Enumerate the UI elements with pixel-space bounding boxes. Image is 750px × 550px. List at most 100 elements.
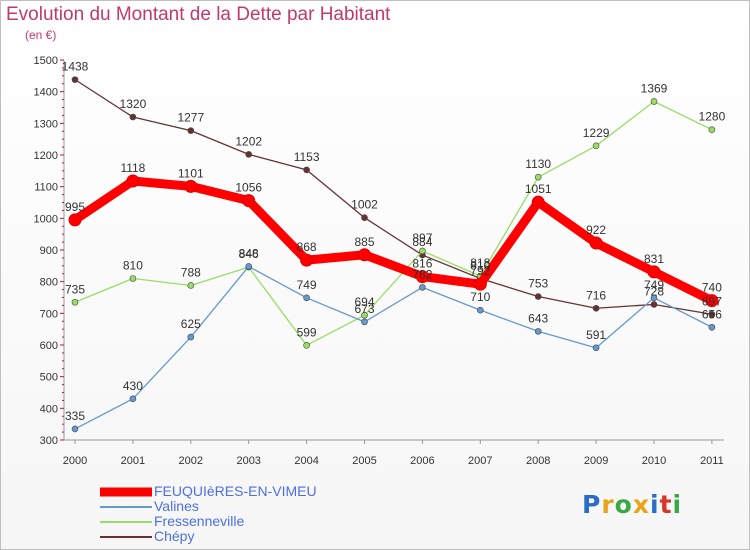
data-label-valines: 625 bbox=[181, 317, 201, 331]
data-point-fressenneville bbox=[187, 282, 195, 289]
data-point-valines bbox=[650, 294, 658, 302]
data-point-chepy bbox=[187, 127, 195, 134]
proxiti-logo: Proxiti bbox=[582, 490, 682, 519]
data-point-feuquieres-en-vimeu bbox=[242, 194, 256, 208]
data-point-feuquieres-en-vimeu bbox=[358, 248, 371, 262]
y-tick-label: 1400 bbox=[34, 87, 58, 99]
data-point-valines bbox=[419, 284, 426, 291]
legend-swatch bbox=[100, 505, 152, 508]
data-label-valines: 430 bbox=[123, 379, 143, 393]
legend-swatch bbox=[100, 535, 152, 538]
legend-label: Valines bbox=[154, 498, 199, 514]
data-label-feuquieres-en-vimeu: 868 bbox=[297, 240, 317, 254]
y-tick-label: 1500 bbox=[34, 55, 58, 67]
data-label-fressenneville: 810 bbox=[123, 259, 143, 273]
legend-item-valines: Valines bbox=[100, 499, 400, 514]
data-label-fressenneville: 694 bbox=[354, 295, 374, 309]
data-label-valines: 749 bbox=[644, 278, 664, 292]
data-label-fressenneville: 897 bbox=[412, 231, 432, 245]
data-point-valines bbox=[71, 425, 79, 433]
data-label-fressenneville: 846 bbox=[239, 247, 259, 261]
legend-swatch bbox=[100, 520, 152, 523]
series-line-fressenneville bbox=[74, 100, 713, 346]
data-label-fressenneville: 1229 bbox=[583, 126, 610, 140]
y-tick-label: 700 bbox=[40, 308, 58, 320]
data-point-valines bbox=[708, 323, 716, 331]
series-line-chepy bbox=[74, 78, 713, 315]
legend-swatch bbox=[100, 487, 152, 496]
data-point-chepy bbox=[361, 214, 368, 221]
data-point-fressenneville bbox=[361, 311, 368, 319]
data-point-fressenneville bbox=[650, 98, 658, 105]
data-label-chepy: 1277 bbox=[177, 111, 204, 125]
data-label-feuquieres-en-vimeu: 816 bbox=[412, 257, 432, 271]
data-label-feuquieres-en-vimeu: 792 bbox=[470, 264, 490, 278]
x-tick-label: 2007 bbox=[468, 455, 492, 467]
x-tick-label: 2010 bbox=[642, 455, 666, 467]
y-tick-label: 900 bbox=[40, 245, 58, 257]
data-point-chepy bbox=[592, 304, 600, 312]
data-point-valines bbox=[592, 344, 600, 352]
data-label-chepy: 1202 bbox=[235, 134, 262, 148]
x-tick-label: 2000 bbox=[63, 455, 87, 467]
data-point-fressenneville bbox=[534, 173, 542, 181]
data-label-feuquieres-en-vimeu: 740 bbox=[702, 281, 722, 295]
data-point-feuquieres-en-vimeu bbox=[705, 294, 719, 308]
x-tick-label: 2011 bbox=[700, 455, 724, 467]
data-point-valines bbox=[245, 263, 252, 270]
y-tick-label: 1000 bbox=[34, 213, 58, 225]
data-point-feuquieres-en-vimeu bbox=[68, 213, 82, 227]
data-point-chepy bbox=[708, 310, 716, 318]
chart-title: Evolution du Montant de la Dette par Hab… bbox=[6, 4, 391, 25]
data-label-feuquieres-en-vimeu: 995 bbox=[65, 200, 85, 214]
data-point-valines bbox=[303, 294, 310, 302]
data-point-chepy bbox=[534, 293, 542, 300]
logo-letter: i bbox=[650, 490, 660, 519]
data-label-chepy: 1320 bbox=[120, 97, 147, 111]
y-tick-label: 1200 bbox=[34, 150, 58, 162]
x-tick-label: 2003 bbox=[236, 455, 260, 467]
x-tick-label: 2005 bbox=[352, 455, 376, 467]
logo-letter: o bbox=[614, 490, 633, 519]
series-line-feuquieres-en-vimeu bbox=[70, 176, 717, 306]
data-label-feuquieres-en-vimeu: 922 bbox=[586, 223, 606, 237]
data-point-valines bbox=[187, 333, 195, 341]
data-label-chepy: 1438 bbox=[62, 60, 89, 74]
data-label-valines: 710 bbox=[470, 290, 490, 304]
data-label-chepy: 1002 bbox=[351, 198, 378, 212]
data-label-fressenneville: 735 bbox=[65, 282, 85, 296]
data-label-valines: 335 bbox=[65, 409, 85, 423]
data-point-fressenneville bbox=[592, 142, 600, 150]
data-label-valines: 656 bbox=[702, 307, 722, 321]
data-point-feuquieres-en-vimeu bbox=[473, 277, 487, 291]
y-tick-label: 800 bbox=[40, 277, 58, 289]
y-tick-label: 1300 bbox=[34, 118, 58, 130]
data-label-valines: 643 bbox=[528, 311, 548, 325]
logo-letter: P bbox=[582, 490, 602, 519]
data-label-feuquieres-en-vimeu: 1051 bbox=[525, 182, 552, 196]
legend-item-fressenneville: Fressenneville bbox=[100, 514, 400, 529]
legend-label: Fressenneville bbox=[154, 513, 245, 529]
data-point-feuquieres-en-vimeu bbox=[415, 270, 429, 284]
data-label-chepy: 728 bbox=[644, 284, 664, 298]
y-tick-label: 300 bbox=[40, 435, 58, 447]
data-label-valines: 848 bbox=[239, 246, 259, 260]
data-point-valines bbox=[476, 306, 484, 314]
data-label-valines: 782 bbox=[412, 267, 432, 281]
x-tick-label: 2002 bbox=[179, 455, 203, 467]
data-label-valines: 749 bbox=[297, 278, 317, 292]
data-point-valines bbox=[534, 328, 542, 335]
data-point-valines bbox=[129, 395, 137, 403]
logo-letter: i bbox=[672, 490, 683, 519]
x-tick-label: 2009 bbox=[584, 455, 608, 467]
y-tick-label: 1100 bbox=[34, 182, 58, 194]
x-tick-label: 2004 bbox=[294, 455, 318, 467]
data-label-chepy: 697 bbox=[702, 294, 722, 308]
data-label-valines: 591 bbox=[586, 328, 606, 342]
data-label-chepy: 716 bbox=[586, 288, 606, 302]
data-point-feuquieres-en-vimeu bbox=[589, 236, 603, 250]
data-point-fressenneville bbox=[129, 275, 137, 282]
y-tick-label: 400 bbox=[40, 403, 58, 415]
data-label-fressenneville: 818 bbox=[470, 256, 490, 270]
